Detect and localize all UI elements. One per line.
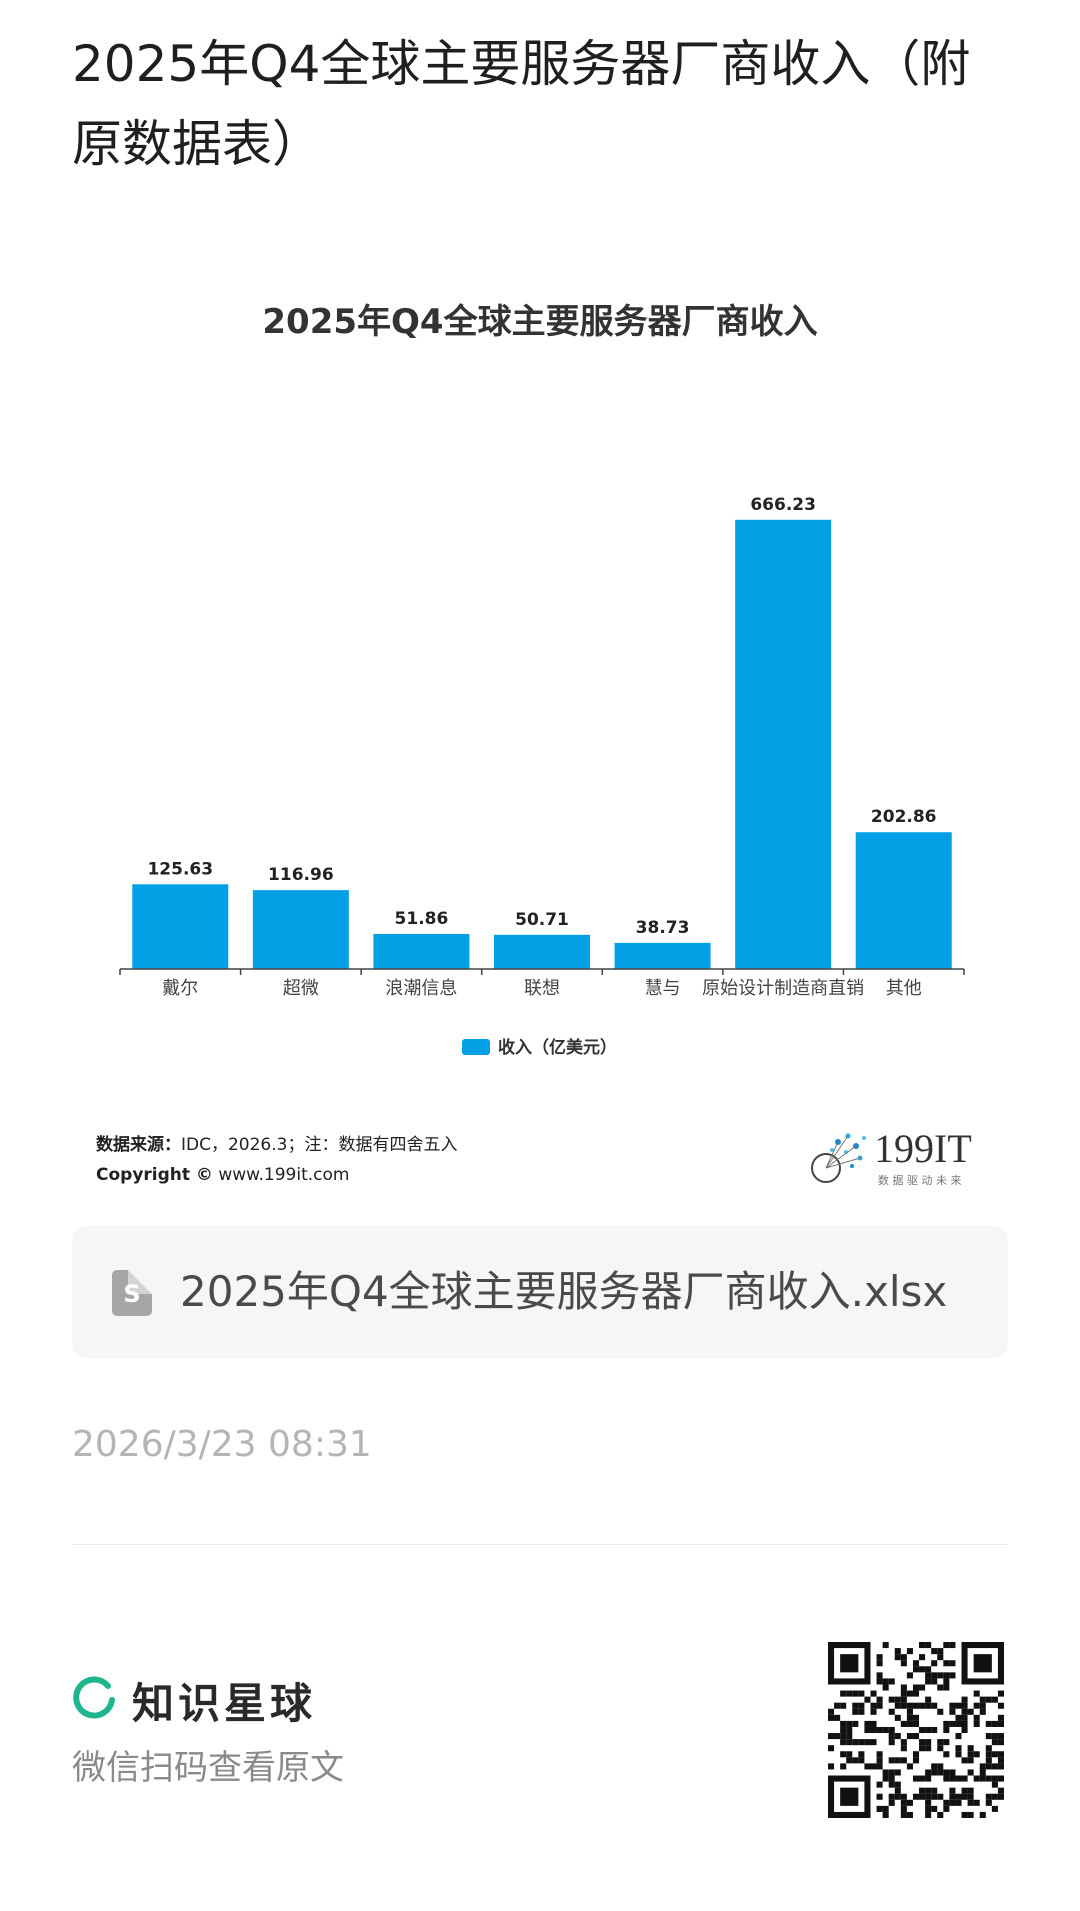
- legend-label: 收入（亿美元）: [498, 1037, 617, 1058]
- spreadsheet-file-icon: S: [112, 1270, 152, 1316]
- category-label-4: 联想: [524, 978, 560, 999]
- bar-chart: 2025年Q4全球主要服务器厂商收入 125.63 戴尔 116.96 超微 51.86 浪…: [119, 302, 965, 1058]
- bar-5: [614, 942, 711, 969]
- legend-swatch: [462, 1039, 490, 1055]
- dandelion-logo-icon: [811, 1133, 866, 1183]
- bar-7: [855, 832, 952, 969]
- post-timestamp: 2026/3/23 08:31: [72, 1424, 372, 1465]
- brand-logo: 199IT 数 据 驱 动 未 来: [808, 1120, 1008, 1192]
- data-label-6: 666.23: [750, 495, 816, 515]
- bar-1: [132, 884, 229, 969]
- attachment-file-name[interactable]: 2025年Q4全球主要服务器厂商收入.xlsx: [180, 1267, 948, 1316]
- chart-title: 2025年Q4全球主要服务器厂商收入: [262, 302, 817, 342]
- bar-3: [373, 934, 470, 969]
- attachment-card[interactable]: S 2025年Q4全球主要服务器厂商收入.xlsx: [72, 1226, 1008, 1358]
- bar-4: [494, 934, 590, 969]
- page-title: 2025年Q4全球主要服务器厂商收入（附原数据表）: [72, 35, 971, 173]
- data-label-2: 116.96: [268, 865, 334, 885]
- data-label-7: 202.86: [871, 807, 937, 827]
- bar-2: [252, 890, 349, 969]
- source-note: 数据来源：IDC，2026.3；注：数据有四舍五入 Copyright © ww…: [96, 1130, 457, 1190]
- copyright-label: Copyright ©: [96, 1165, 213, 1185]
- data-label-5: 38.73: [636, 918, 690, 938]
- category-label-2: 超微: [283, 978, 319, 999]
- divider: [72, 1544, 1008, 1545]
- brand-name: 199IT: [874, 1126, 972, 1171]
- brand-slogan: 数 据 驱 动 未 来: [878, 1173, 961, 1187]
- copyright-site: www.199it.com: [218, 1165, 350, 1185]
- knowledge-planet-icon: [73, 1676, 115, 1719]
- data-label-1: 125.63: [147, 859, 213, 879]
- app-name: 知识星球: [132, 1679, 317, 1728]
- source-label: 数据来源：: [96, 1135, 181, 1155]
- scan-hint: 微信扫码查看原文: [72, 1748, 344, 1788]
- chart-card: 2025年Q4全球主要服务器厂商收入 125.63 戴尔 116.96 超微 51.86 浪…: [72, 280, 1008, 1220]
- category-label-5: 慧与: [645, 978, 681, 999]
- data-label-4: 50.71: [515, 910, 569, 930]
- bar-6: [735, 519, 832, 969]
- category-label-1: 戴尔: [162, 978, 198, 999]
- category-label-6: 原始设计制造商直销: [702, 978, 864, 999]
- category-label-7: 其他: [886, 978, 922, 999]
- category-label-3: 浪潮信息: [385, 978, 457, 999]
- qr-code-icon[interactable]: [828, 1642, 1004, 1818]
- data-label-3: 51.86: [395, 909, 449, 929]
- source-text: IDC，2026.3；注：数据有四舍五入: [181, 1135, 458, 1155]
